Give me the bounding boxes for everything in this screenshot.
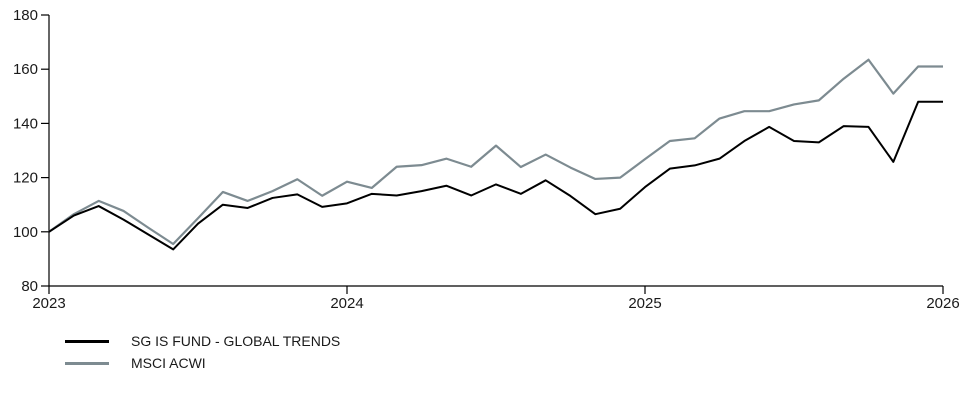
legend-item-fund: SG IS FUND - GLOBAL TRENDS (65, 330, 340, 352)
chart-plot-area (48, 58, 943, 251)
legend-swatch-benchmark (65, 361, 109, 365)
y-tick-label: 160 (13, 61, 38, 78)
legend-swatch-fund (65, 339, 109, 343)
line-chart: 80 100 120 140 160 180 2023 2024 2025 2026 (13, 7, 960, 312)
legend-item-benchmark: MSCI ACWI (65, 352, 340, 374)
y-tick-label: 120 (13, 170, 38, 187)
y-tick-label: 80 (21, 278, 38, 295)
series-line-benchmark (48, 58, 943, 246)
y-tick-label: 100 (13, 224, 38, 241)
x-tick-label: 2024 (330, 295, 363, 312)
legend-label-benchmark: MSCI ACWI (131, 355, 206, 371)
legend-label-fund: SG IS FUND - GLOBAL TRENDS (131, 333, 341, 349)
x-tick-label: 2026 (926, 295, 959, 312)
series-line-fund (48, 100, 943, 251)
chart-legend: SG IS FUND - GLOBAL TRENDS MSCI ACWI (65, 330, 340, 374)
x-tick-label: 2025 (628, 295, 661, 312)
x-tick-label: 2023 (32, 295, 65, 312)
chart-axes: 80 100 120 140 160 180 2023 2024 2025 2026 (13, 7, 960, 312)
y-tick-label: 140 (13, 115, 38, 132)
y-tick-label: 180 (13, 7, 38, 24)
